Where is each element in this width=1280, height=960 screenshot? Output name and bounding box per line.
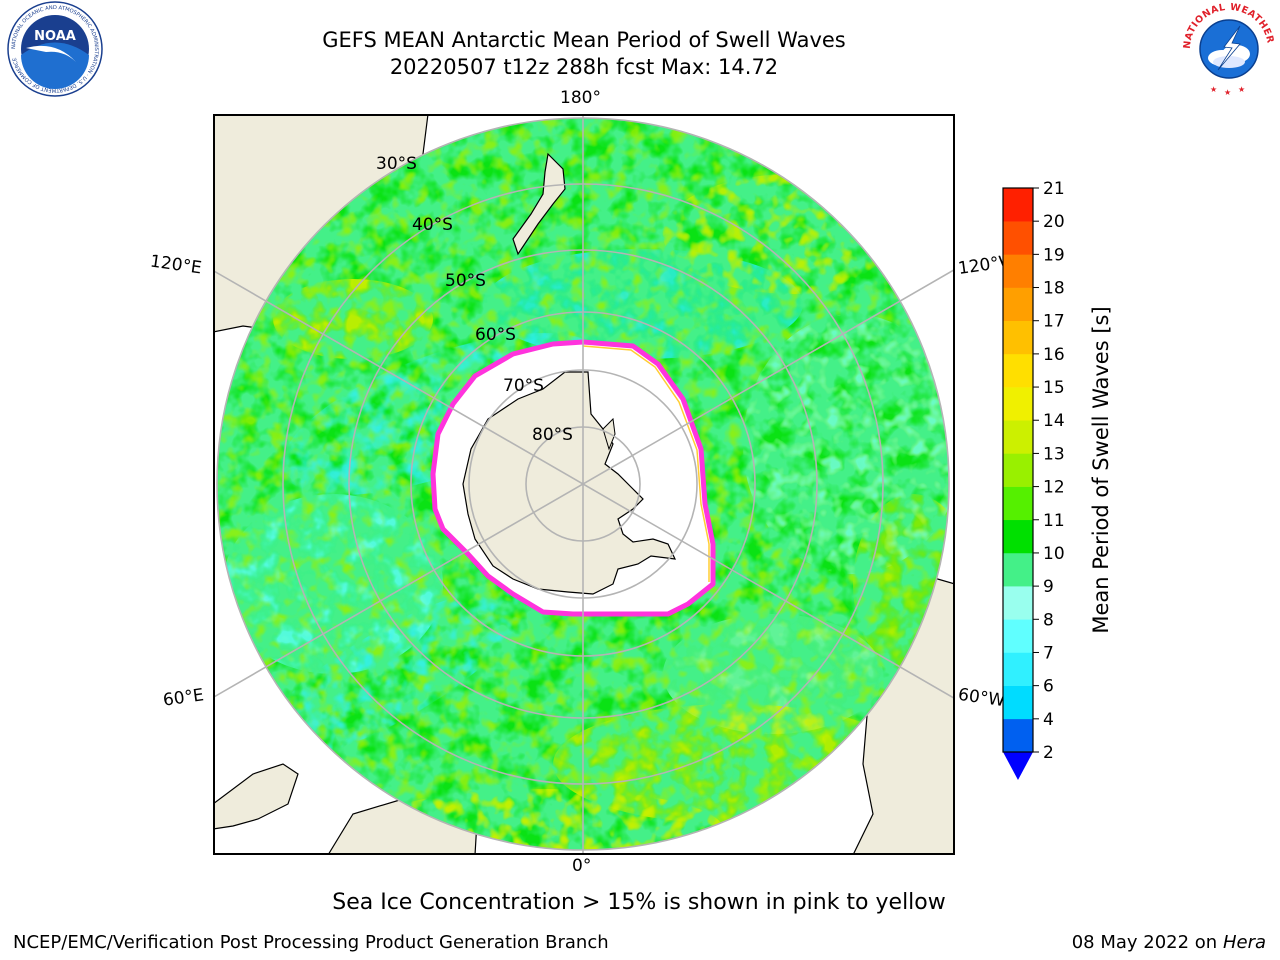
lon-label-180: 180° (560, 88, 601, 108)
colorbar: 2 4 6 7 8 9 10 11 12 13 14 15 16 17 18 19 20 21 Mean Peri… (1002, 180, 1113, 780)
colorbar-tick-label: 8 (1043, 610, 1054, 630)
lat-label-60s: 60°S (475, 325, 516, 345)
new-zealand-land (512, 152, 566, 256)
colorbar-swatch (1003, 453, 1033, 487)
colorbar-tick-label: 13 (1043, 444, 1065, 464)
antarctica-land (462, 371, 677, 595)
colorbar-tick-label: 21 (1043, 180, 1065, 199)
lat-label-70s: 70°S (503, 376, 544, 396)
colorbar-tick-label: 10 (1043, 544, 1065, 564)
colorbar-swatch (1003, 619, 1033, 653)
sea-ice-edge-inner (582, 345, 710, 582)
chart-title: GEFS MEAN Antarctic Mean Period of Swell… (322, 28, 846, 52)
colorbar-tick-label: 4 (1043, 710, 1054, 730)
colorbar-label: Mean Period of Swell Waves [s] (1089, 306, 1113, 633)
colorbar-swatches (1003, 188, 1033, 753)
graticule (213, 114, 955, 855)
sea-ice-footnote: Sea Ice Concentration > 15% is shown in … (332, 890, 946, 915)
map-frame (213, 114, 955, 855)
colorbar-swatch (1003, 320, 1033, 355)
colorbar-swatch (1003, 652, 1033, 686)
colorbar-swatch (1003, 718, 1033, 753)
lon-label-60e: 60°E (161, 685, 206, 711)
colorbar-under-triangle (1003, 752, 1033, 780)
credit-line: NCEP/EMC/Verification Post Processing Pr… (13, 932, 609, 953)
noaa-logo: NATIONAL OCEANIC AND ATMOSPHERIC ADMINIS… (7, 1, 103, 97)
lon-label-0: 0° (572, 856, 592, 876)
polar-map-canvas: 30°S 40°S 50°S 60°S 70°S 80°S (213, 114, 955, 855)
colorbar-tick-label: 15 (1043, 378, 1065, 398)
svg-text:NOAA: NOAA (34, 29, 76, 44)
date-line: 08 May 2022 on Hera (1072, 932, 1266, 953)
colorbar-tick-label: 11 (1043, 511, 1065, 531)
colorbar-tick-label: 2 (1043, 743, 1054, 763)
colorbar-swatch (1003, 586, 1033, 620)
host-name: Hera (1222, 932, 1266, 953)
colorbar-swatch (1003, 254, 1033, 288)
date-text: 08 May 2022 on (1071, 932, 1218, 953)
colorbar-tick-label: 12 (1043, 478, 1065, 498)
colorbar-tick-label: 9 (1043, 577, 1054, 597)
svg-text:★: ★ (1210, 85, 1217, 94)
svg-text:★: ★ (1238, 85, 1245, 94)
madagascar-land (213, 763, 299, 830)
lon-label-120e: 120°E (148, 251, 203, 279)
colorbar-swatch (1003, 287, 1033, 322)
lat-label-50s: 50°S (445, 271, 486, 291)
nws-logo: NATIONAL WEATHER SERVICE ★★★ (1180, 0, 1276, 97)
colorbar-tick-label: 19 (1043, 245, 1065, 265)
colorbar-tick-label: 6 (1043, 677, 1054, 697)
colorbar-tick-label: 17 (1043, 312, 1065, 332)
colorbar-swatch (1003, 353, 1033, 388)
colorbar-swatch (1003, 552, 1033, 587)
lat-label-30s: 30°S (376, 154, 417, 174)
colorbar-frame (1002, 187, 1034, 753)
colorbar-tick-label: 7 (1043, 643, 1054, 663)
lat-label-80s: 80°S (532, 425, 573, 445)
colorbar-tick-label: 16 (1043, 345, 1065, 365)
colorbar-swatch (1003, 221, 1033, 255)
svg-text:★: ★ (1224, 88, 1231, 97)
colorbar-swatch (1003, 685, 1033, 720)
colorbar-swatch (1003, 519, 1033, 554)
colorbar-tick-label: 20 (1043, 212, 1065, 232)
colorbar-swatch (1003, 387, 1033, 421)
colorbar-swatch (1003, 420, 1033, 454)
colorbar-ticks: 2 4 6 7 8 9 10 11 12 13 14 15 16 17 18 19 20 21 (1033, 180, 1065, 763)
chart-subtitle: 20220507 t12z 288h fcst Max: 14.72 (389, 55, 779, 79)
polar-map: 30°S 40°S 50°S 60°S 70°S 80°S (213, 114, 955, 855)
lat-label-40s: 40°S (412, 215, 453, 235)
ross-ice-detail (602, 417, 616, 451)
colorbar-swatch (1003, 188, 1033, 222)
colorbar-tick-label: 14 (1043, 411, 1065, 431)
colorbar-tick-label: 18 (1043, 279, 1065, 299)
colorbar-swatch (1003, 486, 1033, 521)
